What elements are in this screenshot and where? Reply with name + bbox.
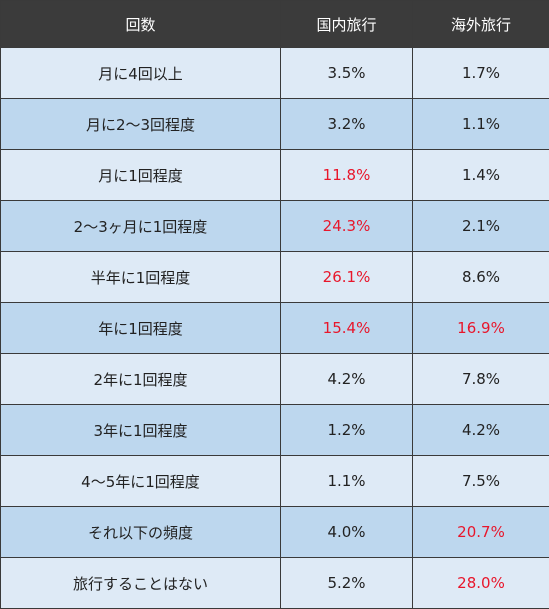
overseas-cell: 28.0% bbox=[413, 558, 549, 609]
table-row: 3年に1回程度 1.2% 4.2% bbox=[1, 405, 549, 456]
domestic-cell: 1.2% bbox=[281, 405, 413, 456]
frequency-cell: 月に2〜3回程度 bbox=[1, 99, 281, 150]
frequency-cell: 旅行することはない bbox=[1, 558, 281, 609]
table-body: 月に4回以上 3.5% 1.7% 月に2〜3回程度 3.2% 1.1% 月に1回… bbox=[1, 48, 549, 609]
domestic-cell: 5.2% bbox=[281, 558, 413, 609]
overseas-cell: 7.5% bbox=[413, 456, 549, 507]
table-header: 回数 国内旅行 海外旅行 bbox=[1, 1, 549, 48]
overseas-cell: 1.4% bbox=[413, 150, 549, 201]
overseas-cell: 1.7% bbox=[413, 48, 549, 99]
header-domestic: 国内旅行 bbox=[281, 1, 413, 48]
overseas-cell: 7.8% bbox=[413, 354, 549, 405]
table-row: それ以下の頻度 4.0% 20.7% bbox=[1, 507, 549, 558]
overseas-cell: 2.1% bbox=[413, 201, 549, 252]
overseas-cell: 8.6% bbox=[413, 252, 549, 303]
domestic-cell: 4.0% bbox=[281, 507, 413, 558]
header-row: 回数 国内旅行 海外旅行 bbox=[1, 1, 549, 48]
domestic-cell: 24.3% bbox=[281, 201, 413, 252]
frequency-cell: 3年に1回程度 bbox=[1, 405, 281, 456]
domestic-cell: 11.8% bbox=[281, 150, 413, 201]
table-row: 月に4回以上 3.5% 1.7% bbox=[1, 48, 549, 99]
frequency-cell: 月に1回程度 bbox=[1, 150, 281, 201]
domestic-cell: 3.2% bbox=[281, 99, 413, 150]
frequency-cell: 月に4回以上 bbox=[1, 48, 281, 99]
header-overseas: 海外旅行 bbox=[413, 1, 549, 48]
table-row: 半年に1回程度 26.1% 8.6% bbox=[1, 252, 549, 303]
table-row: 2〜3ヶ月に1回程度 24.3% 2.1% bbox=[1, 201, 549, 252]
domestic-cell: 26.1% bbox=[281, 252, 413, 303]
table-row: 月に2〜3回程度 3.2% 1.1% bbox=[1, 99, 549, 150]
table-row: 旅行することはない 5.2% 28.0% bbox=[1, 558, 549, 609]
frequency-cell: 2年に1回程度 bbox=[1, 354, 281, 405]
overseas-cell: 1.1% bbox=[413, 99, 549, 150]
header-frequency: 回数 bbox=[1, 1, 281, 48]
overseas-cell: 16.9% bbox=[413, 303, 549, 354]
domestic-cell: 4.2% bbox=[281, 354, 413, 405]
frequency-cell: 半年に1回程度 bbox=[1, 252, 281, 303]
table-row: 4〜5年に1回程度 1.1% 7.5% bbox=[1, 456, 549, 507]
frequency-cell: それ以下の頻度 bbox=[1, 507, 281, 558]
table-row: 月に1回程度 11.8% 1.4% bbox=[1, 150, 549, 201]
overseas-cell: 20.7% bbox=[413, 507, 549, 558]
domestic-cell: 1.1% bbox=[281, 456, 413, 507]
domestic-cell: 3.5% bbox=[281, 48, 413, 99]
frequency-cell: 4〜5年に1回程度 bbox=[1, 456, 281, 507]
table-row: 2年に1回程度 4.2% 7.8% bbox=[1, 354, 549, 405]
frequency-cell: 年に1回程度 bbox=[1, 303, 281, 354]
frequency-cell: 2〜3ヶ月に1回程度 bbox=[1, 201, 281, 252]
overseas-cell: 4.2% bbox=[413, 405, 549, 456]
domestic-cell: 15.4% bbox=[281, 303, 413, 354]
table-row: 年に1回程度 15.4% 16.9% bbox=[1, 303, 549, 354]
